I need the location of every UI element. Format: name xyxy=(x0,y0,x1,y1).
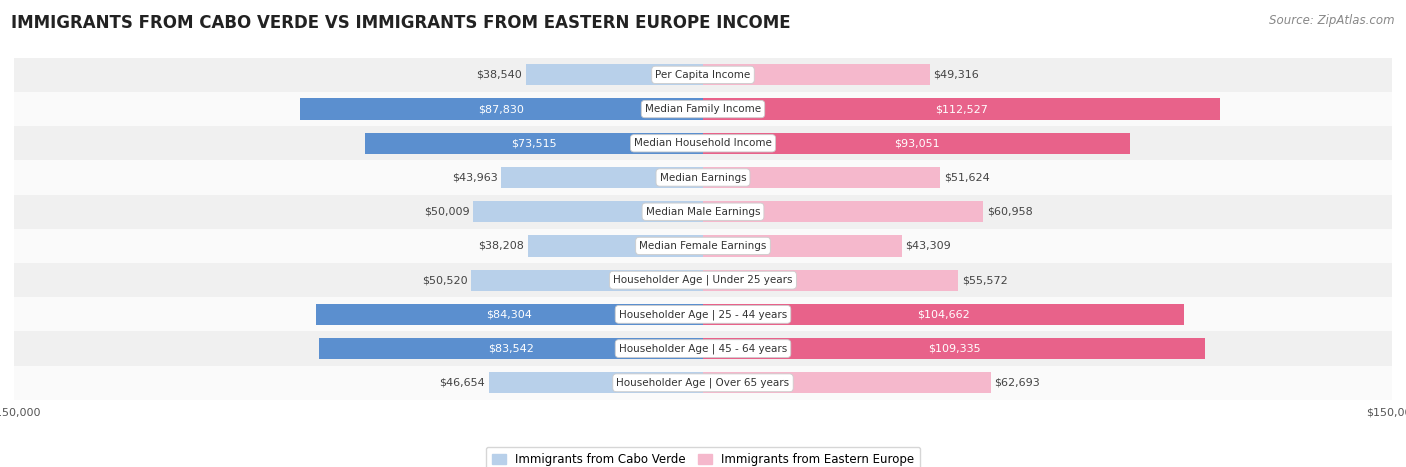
Bar xyxy=(14,58,1392,92)
Bar xyxy=(14,195,1392,229)
Bar xyxy=(14,160,1392,195)
Text: $62,693: $62,693 xyxy=(994,378,1040,388)
Text: $49,316: $49,316 xyxy=(934,70,979,80)
Text: Median Family Income: Median Family Income xyxy=(645,104,761,114)
Bar xyxy=(527,235,703,256)
Text: $50,520: $50,520 xyxy=(422,275,467,285)
Bar xyxy=(489,372,703,393)
Bar xyxy=(471,269,703,291)
Bar xyxy=(703,372,991,393)
Text: $38,540: $38,540 xyxy=(477,70,522,80)
Bar xyxy=(703,304,1184,325)
Bar xyxy=(703,99,1220,120)
Text: $112,527: $112,527 xyxy=(935,104,988,114)
Bar xyxy=(14,229,1392,263)
Bar xyxy=(703,64,929,85)
Text: $87,830: $87,830 xyxy=(478,104,524,114)
Text: $55,572: $55,572 xyxy=(962,275,1008,285)
Bar xyxy=(299,99,703,120)
Bar xyxy=(14,263,1392,297)
Text: $84,304: $84,304 xyxy=(486,309,533,319)
Bar xyxy=(703,235,901,256)
Bar xyxy=(14,366,1392,400)
Text: $43,963: $43,963 xyxy=(451,172,498,183)
Text: IMMIGRANTS FROM CABO VERDE VS IMMIGRANTS FROM EASTERN EUROPE INCOME: IMMIGRANTS FROM CABO VERDE VS IMMIGRANTS… xyxy=(11,14,790,32)
Text: Per Capita Income: Per Capita Income xyxy=(655,70,751,80)
Text: $60,958: $60,958 xyxy=(987,207,1032,217)
Text: $83,542: $83,542 xyxy=(488,344,534,354)
Text: Householder Age | 45 - 64 years: Householder Age | 45 - 64 years xyxy=(619,343,787,354)
Text: Source: ZipAtlas.com: Source: ZipAtlas.com xyxy=(1270,14,1395,27)
Bar xyxy=(366,133,703,154)
Bar xyxy=(703,201,983,222)
Text: Householder Age | Over 65 years: Householder Age | Over 65 years xyxy=(616,377,790,388)
Bar xyxy=(703,269,959,291)
Text: $46,654: $46,654 xyxy=(439,378,485,388)
Text: $73,515: $73,515 xyxy=(512,138,557,149)
Text: Median Male Earnings: Median Male Earnings xyxy=(645,207,761,217)
Bar xyxy=(526,64,703,85)
Text: $50,009: $50,009 xyxy=(425,207,470,217)
Text: Median Household Income: Median Household Income xyxy=(634,138,772,149)
Bar xyxy=(474,201,703,222)
Bar xyxy=(703,133,1130,154)
Legend: Immigrants from Cabo Verde, Immigrants from Eastern Europe: Immigrants from Cabo Verde, Immigrants f… xyxy=(485,447,921,467)
Bar xyxy=(316,304,703,325)
Text: $104,662: $104,662 xyxy=(917,309,970,319)
Bar xyxy=(14,297,1392,332)
Text: $43,309: $43,309 xyxy=(905,241,952,251)
Text: Median Female Earnings: Median Female Earnings xyxy=(640,241,766,251)
Text: Householder Age | 25 - 44 years: Householder Age | 25 - 44 years xyxy=(619,309,787,319)
Text: $51,624: $51,624 xyxy=(943,172,990,183)
Bar xyxy=(703,167,941,188)
Text: $109,335: $109,335 xyxy=(928,344,980,354)
Text: $93,051: $93,051 xyxy=(894,138,939,149)
Bar xyxy=(14,332,1392,366)
Bar xyxy=(319,338,703,359)
Bar xyxy=(501,167,703,188)
Text: Householder Age | Under 25 years: Householder Age | Under 25 years xyxy=(613,275,793,285)
Text: $38,208: $38,208 xyxy=(478,241,524,251)
Bar xyxy=(14,126,1392,160)
Bar xyxy=(14,92,1392,126)
Bar xyxy=(703,338,1205,359)
Text: Median Earnings: Median Earnings xyxy=(659,172,747,183)
